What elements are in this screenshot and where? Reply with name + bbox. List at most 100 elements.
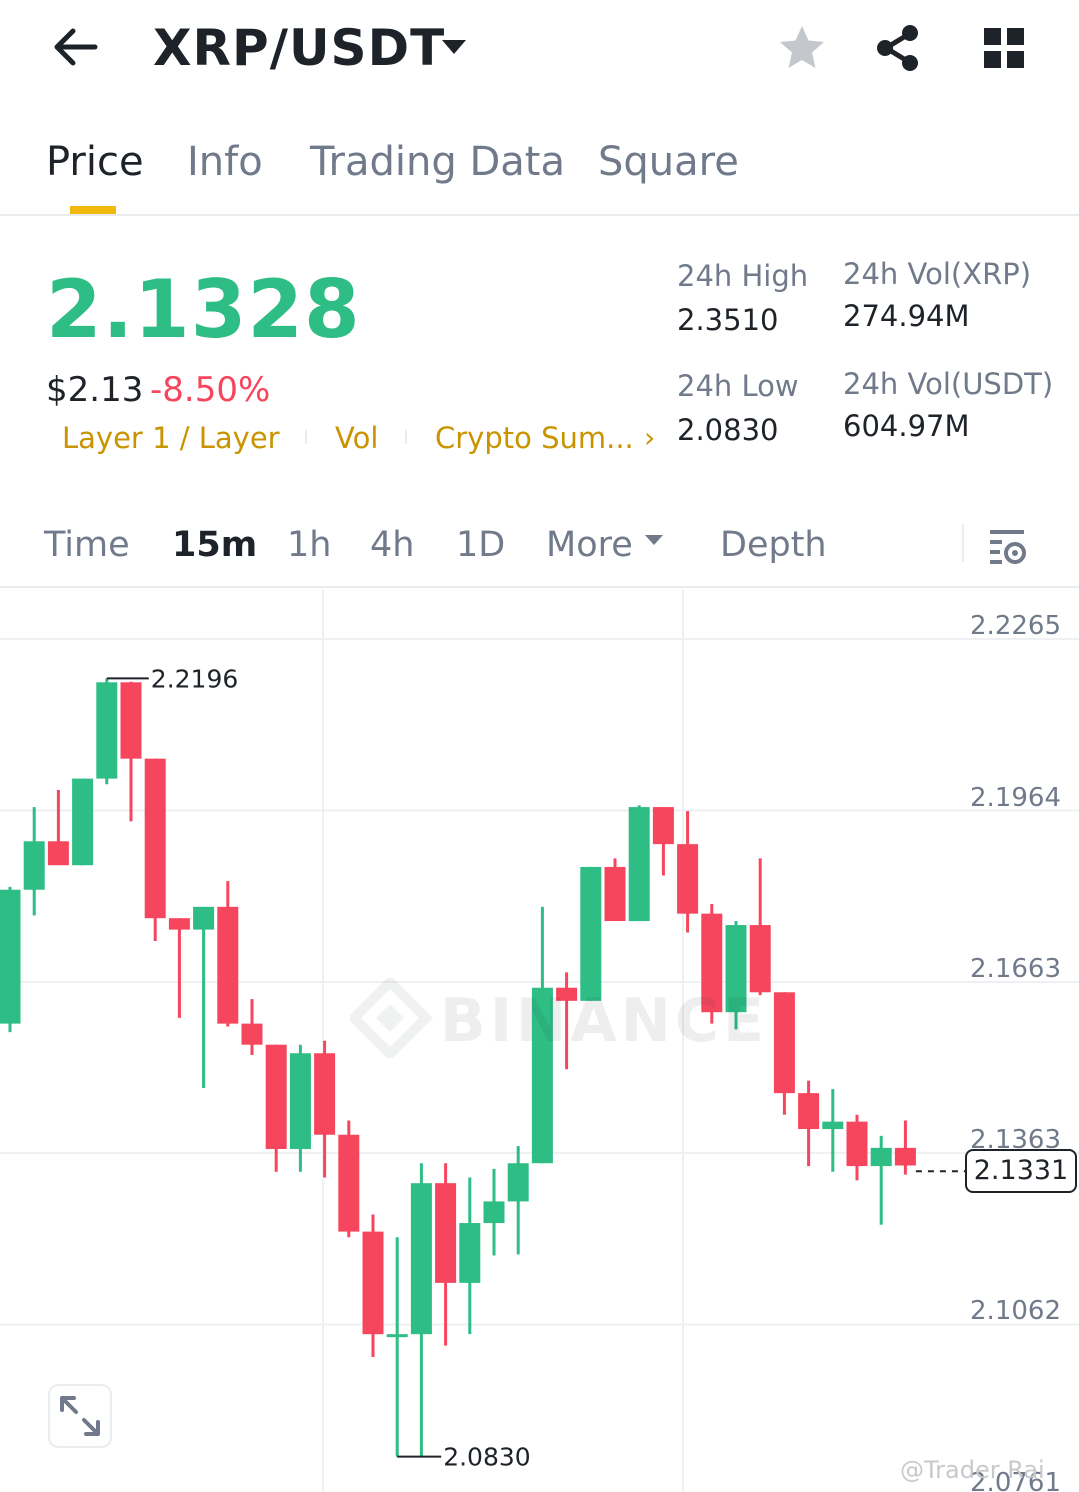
chart-settings-button[interactable]: [986, 524, 1030, 568]
tab-trading-data[interactable]: Trading Data: [310, 139, 565, 185]
candle-down: [652, 807, 674, 845]
candle-down: [749, 925, 771, 993]
current-price-badge: 2.1331: [965, 1149, 1077, 1194]
expand-chart-button[interactable]: [48, 1384, 112, 1448]
binance-logo-icon: [350, 978, 434, 1058]
low-label: 24h Low: [677, 369, 799, 403]
candle-up: [289, 1053, 311, 1149]
vol-quote-label: 24h Vol(USDT): [843, 367, 1054, 401]
candle-down: [701, 913, 723, 1013]
grid-icon: [984, 28, 1024, 68]
caret-down-icon: [644, 535, 663, 545]
candle-up: [386, 1334, 408, 1338]
candle-down: [217, 906, 239, 1024]
price-axis-label: 2.0761: [970, 1468, 1061, 1492]
vol-base-label: 24h Vol(XRP): [843, 257, 1032, 291]
tag-divider: [305, 430, 307, 444]
arrow-left-icon: [54, 28, 98, 66]
candle-up: [23, 841, 45, 890]
tab-square[interactable]: Square: [598, 139, 739, 185]
candle-up: [72, 778, 94, 866]
candle-up: [410, 1183, 432, 1335]
chevron-right-icon[interactable]: ›: [644, 421, 656, 454]
vol-base-value: 274.94M: [843, 299, 970, 333]
tab-price[interactable]: Price: [46, 139, 144, 185]
interval-more[interactable]: More: [546, 524, 663, 566]
interval-divider: [962, 524, 964, 562]
candle-down: [241, 1023, 263, 1045]
low-marker-label: 2.0830: [443, 1443, 530, 1472]
interval-bar: Time 15m 1h 4h 1D More Depth: [0, 508, 1079, 588]
price-axis-label: 2.1663: [970, 954, 1061, 985]
candle-up: [531, 987, 553, 1164]
interval-1h[interactable]: 1h: [287, 525, 332, 565]
candle-down: [362, 1231, 384, 1335]
price-axis-label: 2.1964: [970, 782, 1061, 813]
share-button[interactable]: [872, 22, 924, 74]
tag-layer[interactable]: Layer 1 / Layer: [62, 421, 280, 455]
interval-1d[interactable]: 1D: [456, 525, 506, 565]
tag-vol[interactable]: Vol: [335, 421, 379, 455]
price-axis-label: 2.2265: [970, 611, 1061, 641]
candle-down: [168, 918, 190, 930]
candle-down: [773, 992, 795, 1094]
candlestick-chart[interactable]: 2.2196 2.0830: [0, 590, 1079, 1492]
tab-info[interactable]: Info: [187, 139, 263, 185]
candle-up: [822, 1121, 844, 1130]
back-button[interactable]: [48, 22, 102, 72]
candle-up: [725, 925, 747, 1013]
candle-up: [483, 1201, 505, 1224]
binance-watermark: BINANCE: [440, 986, 768, 1056]
candle-down: [338, 1134, 360, 1232]
candle-down: [677, 844, 699, 914]
more-menu-button[interactable]: [980, 24, 1028, 72]
tag-crypto-summary[interactable]: Crypto Sum...: [435, 421, 634, 455]
candle-up: [193, 906, 215, 930]
high-value: 2.3510: [677, 303, 779, 337]
candle-down: [435, 1183, 457, 1283]
star-icon: [780, 26, 824, 68]
candle-up: [0, 889, 21, 1024]
caret-down-icon: [442, 40, 466, 54]
high-marker-label: 2.2196: [151, 664, 238, 693]
high-label: 24h High: [677, 259, 809, 293]
candle-down: [604, 866, 626, 922]
candle-down: [894, 1147, 916, 1166]
active-tab-indicator: [70, 206, 116, 214]
low-value: 2.0830: [677, 413, 779, 447]
candle-up: [459, 1223, 481, 1283]
candle-down: [144, 758, 166, 919]
last-price: 2.1328: [46, 263, 361, 356]
candle-up: [507, 1163, 529, 1202]
candle-up: [628, 807, 650, 922]
candle-down: [556, 987, 578, 1001]
vol-quote-value: 604.97M: [843, 409, 970, 443]
watermark-credit: @Trader Rai: [900, 1456, 1045, 1484]
interval-15m[interactable]: 15m: [172, 525, 258, 565]
interval-time[interactable]: Time: [44, 525, 130, 565]
candle-down: [265, 1044, 287, 1149]
candle-up: [96, 682, 118, 779]
top-bar: XRP/USDT: [0, 0, 1079, 100]
price-axis-label: 2.1062: [970, 1296, 1061, 1327]
candle-down: [846, 1121, 868, 1167]
candle-up: [580, 866, 602, 1001]
price-change-percent: -8.50%: [150, 370, 271, 410]
candle-up: [870, 1147, 892, 1167]
interval-4h[interactable]: 4h: [370, 525, 415, 565]
chart-settings-icon: [990, 530, 1026, 564]
usd-price: $2.13: [46, 370, 144, 410]
pair-dropdown-button[interactable]: [438, 36, 470, 60]
candle-down: [798, 1093, 820, 1130]
candle-down: [120, 682, 142, 759]
pair-title[interactable]: XRP/USDT: [153, 19, 446, 77]
tag-divider: [405, 430, 407, 444]
favorite-button[interactable]: [776, 22, 828, 74]
candle-down: [314, 1053, 336, 1135]
expand-icon: [60, 1396, 100, 1436]
interval-more-label: More: [546, 525, 633, 565]
interval-depth[interactable]: Depth: [720, 525, 827, 565]
share-icon: [877, 25, 918, 71]
candle-down: [47, 841, 69, 866]
main-tabs: Price Info Trading Data Square: [0, 132, 1079, 216]
